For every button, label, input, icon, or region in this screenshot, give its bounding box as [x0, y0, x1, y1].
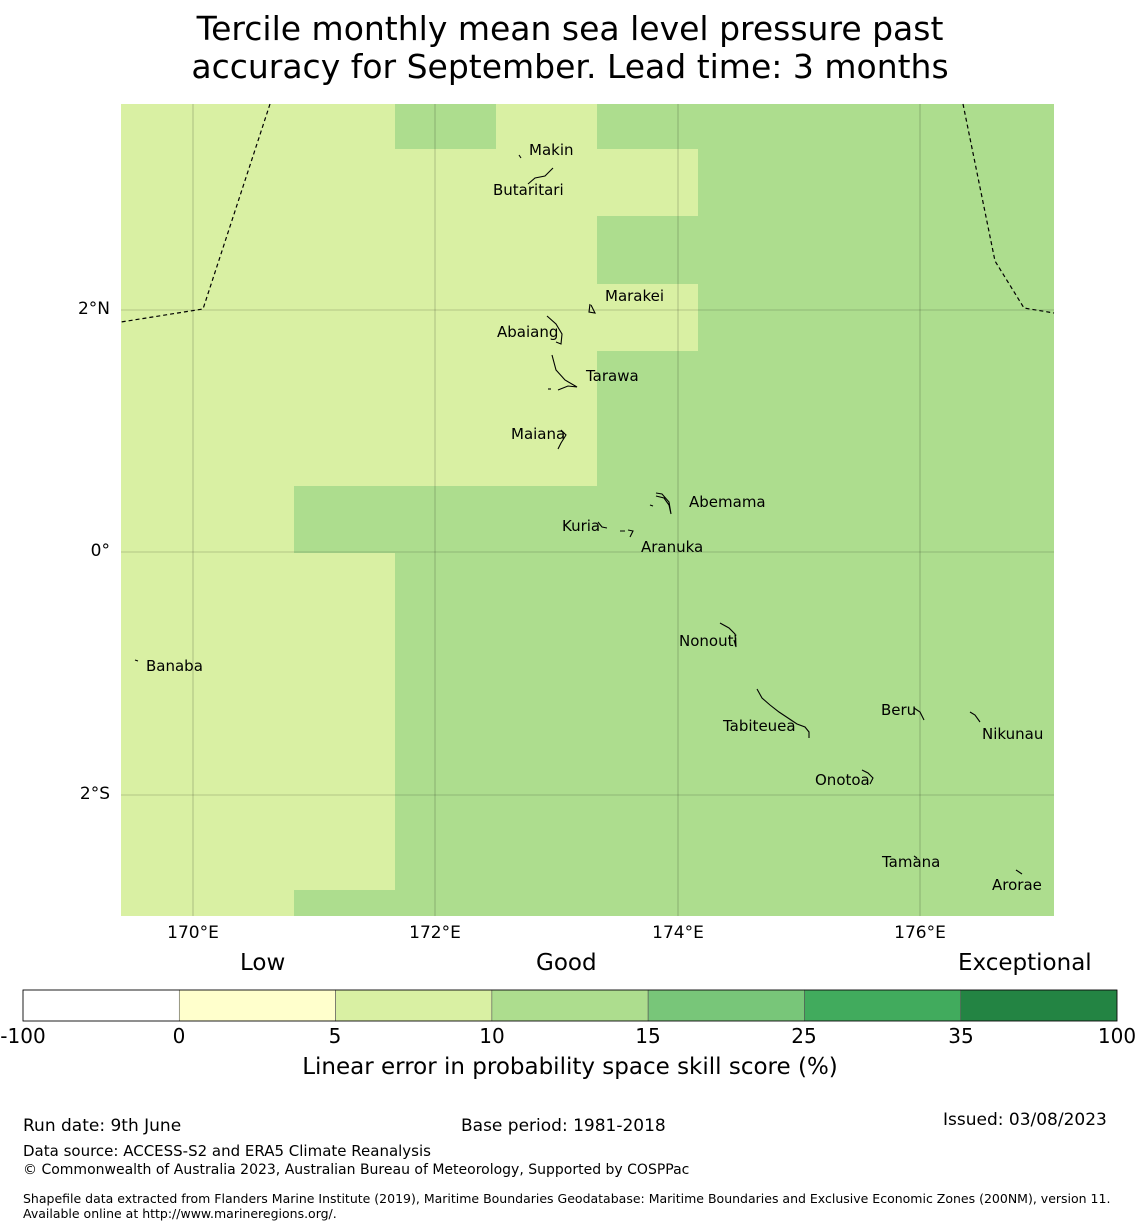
lon-label-172e: 172°E — [409, 923, 461, 943]
colorbar-segment — [178, 989, 336, 1022]
colorbar-segment — [804, 989, 962, 1022]
place-butaritari: Butaritari — [493, 181, 564, 199]
colorbar-tick-100: 100 — [1097, 1024, 1137, 1048]
gridlines — [121, 104, 1054, 916]
lon-label-170e: 170°E — [167, 923, 219, 943]
place-abemama: Abemama — [689, 493, 766, 511]
colorbar-segment — [22, 989, 180, 1022]
place-marakei: Marakei — [605, 287, 665, 305]
colorbar-tick-10: 10 — [479, 1024, 505, 1048]
lat-label-0: 0° — [90, 541, 110, 561]
colorbar-tick-5: 5 — [328, 1024, 342, 1048]
place-abaiang: Abaiang — [497, 323, 559, 341]
colorbar — [22, 989, 1118, 1022]
good-skill-regions — [294, 104, 1054, 916]
colorbar-tick-neg100: -100 — [0, 1024, 46, 1048]
category-good: Good — [536, 950, 597, 976]
place-banaba: Banaba — [146, 657, 203, 675]
colorbar-tick-35: 35 — [948, 1024, 974, 1048]
lat-label-2s: 2°S — [79, 784, 110, 804]
place-tabiteuea: Tabiteuea — [723, 717, 796, 735]
lat-label-2n: 2°N — [77, 299, 110, 319]
colorbar-label: Linear error in probability space skill … — [302, 1054, 838, 1080]
place-tamana: Tamana — [882, 853, 941, 871]
place-maiana: Maiana — [511, 425, 566, 443]
issued-date: Issued: 03/08/2023 — [943, 1110, 1107, 1130]
copyright: © Commonwealth of Australia 2023, Austra… — [23, 1162, 690, 1178]
map-title: Tercile monthly mean sea level pressure … — [0, 10, 1140, 86]
colorbar-segment — [335, 989, 493, 1022]
place-beru: Beru — [881, 701, 917, 719]
base-period: Base period: 1981-2018 — [461, 1116, 666, 1136]
colorbar-segment — [960, 989, 1118, 1022]
place-tarawa: Tarawa — [586, 367, 639, 385]
lon-label-174e: 174°E — [652, 923, 704, 943]
shapefile-credit: Shapefile data extracted from Flanders M… — [23, 1191, 1111, 1221]
category-exceptional: Exceptional — [958, 950, 1092, 976]
colorbar-tick-0: 0 — [172, 1024, 186, 1048]
place-makin: Makin — [529, 141, 574, 159]
colorbar-segment — [491, 989, 649, 1022]
colorbar-tick-15: 15 — [635, 1024, 661, 1048]
place-arorae: Arorae — [992, 876, 1042, 894]
colorbar-segment — [647, 989, 805, 1022]
run-date: Run date: 9th June — [23, 1116, 182, 1136]
category-low: Low — [240, 950, 286, 976]
colorbar-frame — [22, 989, 1118, 1022]
place-kuria: Kuria — [562, 517, 601, 535]
place-nikunau: Nikunau — [982, 725, 1044, 743]
colorbar-tick-25: 25 — [791, 1024, 817, 1048]
place-nonouti: Nonouti — [679, 632, 738, 650]
eez-boundaries — [120, 103, 1055, 323]
lon-label-176e: 176°E — [894, 923, 946, 943]
title-line-1: Tercile monthly mean sea level pressure … — [196, 9, 944, 48]
title-line-2: accuracy for September. Lead time: 3 mon… — [191, 47, 949, 86]
place-aranuka: Aranuka — [641, 538, 704, 556]
data-source: Data source: ACCESS-S2 and ERA5 Climate … — [23, 1142, 431, 1160]
place-onotoa: Onotoa — [815, 771, 870, 789]
island-outlines — [134, 154, 1023, 875]
